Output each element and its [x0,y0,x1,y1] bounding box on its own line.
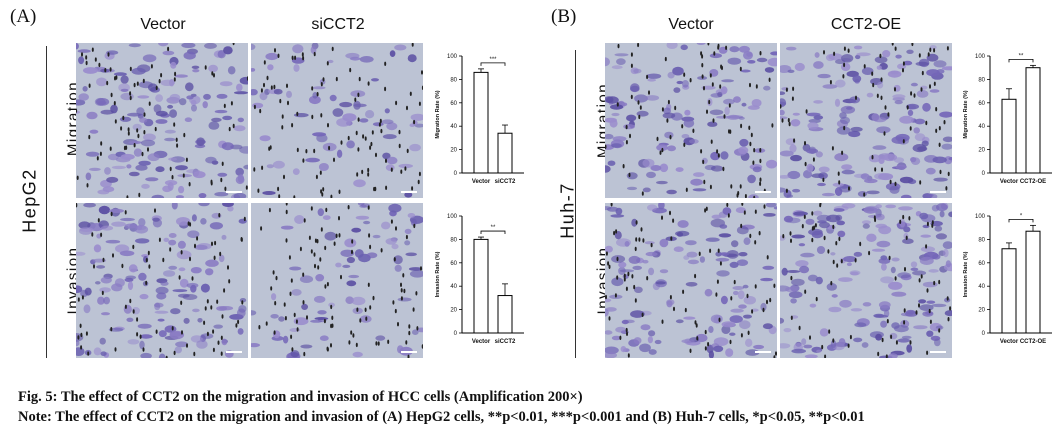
bar [497,132,513,174]
significance-bracket [480,62,506,66]
panel-letter-b: (B) [551,6,577,27]
significance-label: ** [491,225,496,231]
y-tick-label: 40 [450,284,457,290]
figure-caption-note: Note: The effect of CCT2 on the migratio… [18,409,865,425]
panel-letter-a: (A) [10,6,37,27]
y-tick-label: 0 [454,171,458,177]
micrograph-b-cct2oe-invasion [780,203,952,358]
y-axis-label: Invasion Rate (%) [963,251,969,297]
y-tick-label: 20 [978,308,985,314]
y-axis-label: Invasion Rate (%) [435,251,441,297]
category-label: siCCT2 [495,179,516,185]
category-label: CCT2-OE [1020,339,1046,345]
bar [1001,98,1017,174]
bar [1025,230,1041,334]
micrograph-a-vector-migration [76,43,248,198]
y-tick-label: 0 [982,171,986,177]
y-tick-label: 60 [450,261,457,267]
y-tick-label: 20 [450,148,457,154]
bar [473,238,489,334]
bar-chart-svg: 0 20 40 60 80 100 Invasion Rate (%) Vector siCCT… [435,214,524,345]
y-tick-label: 40 [978,124,985,130]
micrograph-a-sicct2-migration [251,43,423,198]
y-tick-label: 60 [978,261,985,267]
category-label: CCT2-OE [1020,179,1046,185]
cell-line-divider-b [575,50,576,358]
column-header-b-cct2oe: CCT2-OE [830,16,902,33]
micrograph-b-vector-invasion [605,203,777,358]
category-label: siCCT2 [495,339,516,345]
bar-chart-a-invasion: 0 20 40 60 80 100 Invasion Rate (%) Vector siCCT… [430,208,570,358]
significance-label: * [1020,213,1023,219]
significance-label: *** [489,57,497,63]
significance-bracket [1008,218,1034,223]
y-axis-label: Migration Rate (%) [963,90,969,138]
significance-bracket [1008,58,1034,63]
significance-bracket [480,230,506,235]
y-tick-label: 40 [450,124,457,130]
y-axis-label: Migration Rate (%) [435,90,441,138]
micrograph-a-sicct2-invasion [251,203,423,358]
category-label: Vector [1000,339,1019,345]
y-tick-label: 40 [978,284,985,290]
bar-chart-svg: 0 20 40 60 80 100 Invasion Rate (%) Vector CCT2-… [963,213,1052,345]
cell-line-divider-a [46,46,47,358]
category-label: Vector [1000,179,1019,185]
column-header-b-vector: Vector [668,16,714,33]
y-tick-label: 0 [982,331,986,337]
bar [1025,67,1041,174]
y-tick-label: 100 [447,214,458,220]
y-tick-label: 100 [975,54,986,60]
figure-caption-title: Fig. 5: The effect of CCT2 on the migrat… [18,389,583,405]
bar [1001,248,1017,334]
category-label: Vector [472,179,491,185]
y-tick-label: 80 [978,77,985,83]
y-tick-label: 60 [450,101,457,107]
cell-line-label-hepg2: HepG2 [19,168,40,233]
column-header-a-sicct2: siCCT2 [311,16,365,33]
bar [497,295,513,334]
bar-chart-b-migration: 0 20 40 60 80 100 Migration Rate (%) Vector CCT2… [958,48,1052,198]
y-tick-label: 100 [447,54,458,60]
y-tick-label: 60 [978,101,985,107]
bar-chart-a-migration: 0 20 40 60 80 100 Migration Rate (%) Vector siCC… [430,48,570,198]
y-tick-label: 80 [450,237,457,243]
bar-chart-svg: 0 20 40 60 80 100 Migration Rate (%) Vector CCT2… [963,53,1052,185]
micrograph-b-vector-migration [605,43,777,198]
bar-chart-svg: 0 20 40 60 80 100 Migration Rate (%) Vector siCC… [435,54,524,185]
y-tick-label: 80 [450,77,457,83]
y-tick-label: 100 [975,214,986,220]
y-tick-label: 80 [978,237,985,243]
bar [473,71,489,174]
micrograph-a-vector-invasion [76,203,248,358]
y-tick-label: 20 [978,148,985,154]
column-header-a-vector: Vector [140,16,186,33]
y-tick-label: 0 [454,331,458,337]
y-tick-label: 20 [450,308,457,314]
micrograph-b-cct2oe-migration [780,43,952,198]
significance-label: ** [1019,53,1024,59]
bar-chart-b-invasion: 0 20 40 60 80 100 Invasion Rate (%) Vector CCT2-… [958,208,1052,358]
category-label: Vector [472,339,491,345]
